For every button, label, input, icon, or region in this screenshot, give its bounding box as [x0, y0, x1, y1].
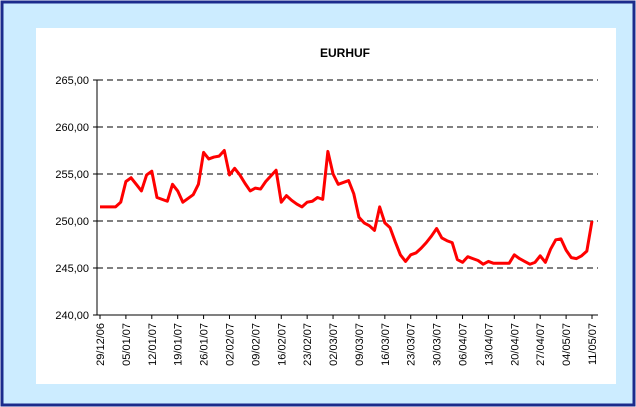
- x-tick-label: 23/03/07: [406, 323, 418, 366]
- y-tick-label: 245,00: [55, 263, 89, 275]
- chart-area: [36, 28, 616, 384]
- x-tick-label: 29/12/06: [95, 323, 107, 366]
- x-tick-label: 16/03/07: [380, 323, 392, 366]
- x-tick-label: 16/02/07: [276, 323, 288, 366]
- y-tick-label: 265,00: [55, 75, 89, 87]
- y-tick-label: 255,00: [55, 169, 89, 181]
- y-tick-label: 260,00: [55, 122, 89, 134]
- x-tick-label: 05/01/07: [121, 323, 133, 366]
- x-tick-label: 02/03/07: [328, 323, 340, 366]
- x-tick-label: 11/05/07: [587, 323, 599, 365]
- y-tick-label: 250,00: [55, 216, 89, 228]
- x-tick-label: 19/01/07: [173, 323, 185, 366]
- x-tick-label: 23/02/07: [302, 323, 314, 366]
- chart-title: EURHUF: [320, 46, 370, 60]
- x-tick-label: 09/02/07: [250, 323, 262, 366]
- x-tick-label: 30/03/07: [432, 323, 444, 366]
- x-tick-label: 27/04/07: [535, 323, 547, 366]
- x-tick-label: 04/05/07: [561, 323, 573, 366]
- x-tick-label: 12/01/07: [147, 323, 159, 366]
- y-tick-label: 240,00: [55, 310, 89, 322]
- x-tick-label: 26/01/07: [199, 323, 211, 366]
- x-tick-label: 09/03/07: [354, 323, 366, 366]
- line-series: [100, 149, 594, 266]
- x-tick-label: 20/04/07: [509, 323, 521, 366]
- x-tick-label: 06/04/07: [458, 323, 470, 366]
- x-tick-label: 02/02/07: [224, 323, 236, 366]
- x-tick-label: 13/04/07: [483, 323, 495, 366]
